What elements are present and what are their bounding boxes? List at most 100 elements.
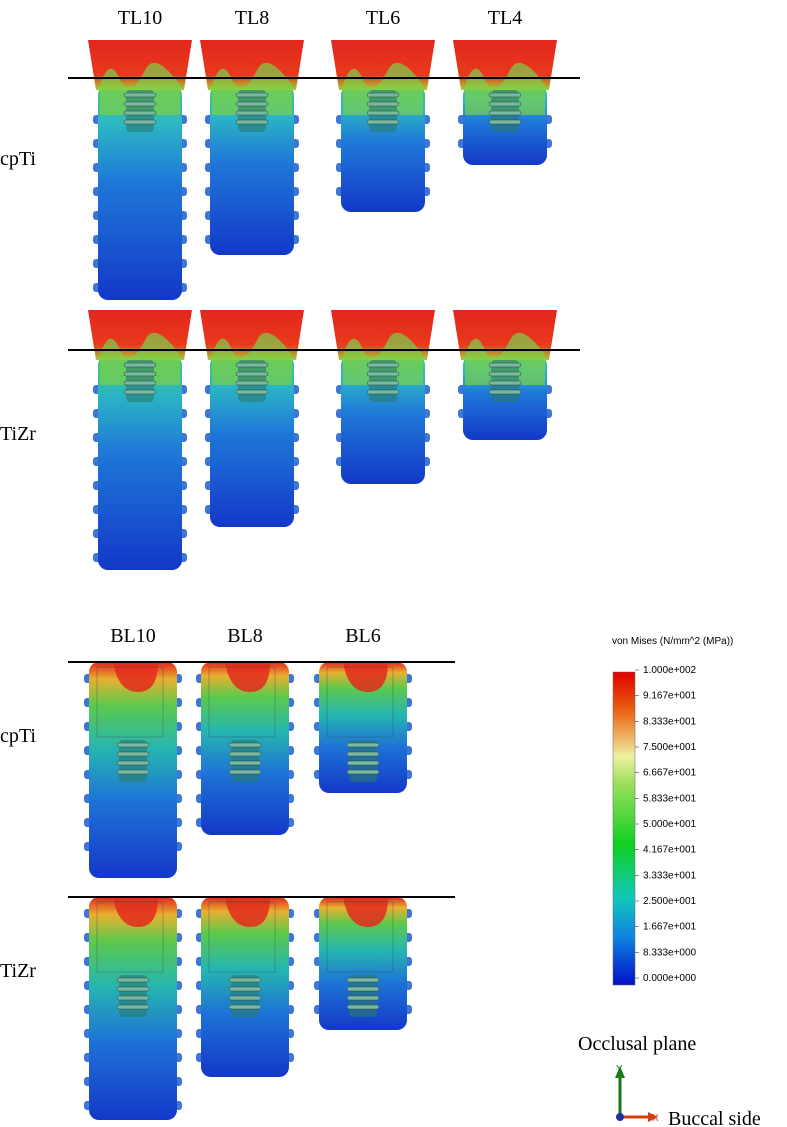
- screw-thread: [235, 362, 269, 368]
- screw-thread: [123, 92, 157, 98]
- screw-thread: [123, 101, 157, 107]
- implant-body: [341, 355, 425, 484]
- colorbar-label: 3.333e+001: [643, 870, 697, 881]
- column-label: BL6: [345, 625, 381, 647]
- stress-region: [113, 662, 158, 692]
- colorbar-label: 0.000e+000: [643, 973, 697, 984]
- screw-thread: [235, 371, 269, 377]
- colorbar-label: 5.833e+001: [643, 793, 697, 804]
- screw-thread: [488, 92, 522, 98]
- screw-thread: [228, 977, 262, 983]
- screw-thread: [116, 742, 150, 748]
- axis-origin: [616, 1113, 624, 1121]
- y-axis-label: Y: [616, 1064, 623, 1075]
- x-arrowhead: [648, 1112, 658, 1122]
- screw-thread: [366, 371, 400, 377]
- implant: [200, 40, 304, 255]
- screw-thread: [228, 995, 262, 1001]
- implant: [331, 310, 435, 484]
- implant: [314, 897, 412, 1030]
- colorbar-label: 6.667e+001: [643, 768, 697, 779]
- implant: [314, 662, 412, 793]
- stress-region: [343, 62, 423, 115]
- screw-thread: [346, 977, 380, 983]
- colorbar-label: 2.500e+001: [643, 896, 697, 907]
- screw-thread: [123, 119, 157, 125]
- screw-thread: [123, 389, 157, 395]
- screw-thread: [235, 92, 269, 98]
- implant: [200, 310, 304, 527]
- screw-thread: [116, 995, 150, 1001]
- screw-thread: [366, 119, 400, 125]
- implant: [88, 310, 192, 570]
- colorbar-label: 8.333e+000: [643, 947, 697, 958]
- screw-thread: [488, 380, 522, 386]
- abutment-outline: [326, 901, 394, 973]
- stress-region: [225, 897, 270, 927]
- screw-thread: [366, 110, 400, 116]
- screw-thread: [488, 371, 522, 377]
- screw-thread: [346, 769, 380, 775]
- screw-thread: [346, 986, 380, 992]
- row-label: TiZr: [0, 960, 36, 982]
- colorbar: [612, 671, 636, 986]
- column-label: BL8: [227, 625, 263, 647]
- screw-thread: [228, 986, 262, 992]
- implant-body: [98, 355, 182, 570]
- screw-thread: [116, 751, 150, 757]
- column-label: BL10: [110, 625, 156, 647]
- colorbar-label: 8.333e+001: [643, 716, 697, 727]
- screw-thread: [123, 371, 157, 377]
- abutment-outline: [208, 901, 276, 973]
- row-label: TiZr: [0, 423, 36, 445]
- abutment-outline: [96, 901, 164, 973]
- abutment-outline: [326, 666, 394, 738]
- screw-thread: [228, 742, 262, 748]
- screw-thread: [488, 119, 522, 125]
- implant: [453, 40, 557, 165]
- screw-thread: [488, 110, 522, 116]
- screw-thread: [346, 1004, 380, 1010]
- screw-thread: [488, 362, 522, 368]
- screw-thread: [346, 760, 380, 766]
- y-arrowhead: [615, 1066, 625, 1078]
- stress-region: [343, 897, 388, 927]
- abutment-outline: [96, 666, 164, 738]
- column-label: TL6: [366, 7, 400, 29]
- screw-thread: [116, 760, 150, 766]
- colorbar-label: 9.167e+001: [643, 691, 697, 702]
- implant-body: [341, 85, 425, 212]
- screw-thread: [228, 1004, 262, 1010]
- screw-thread: [366, 101, 400, 107]
- screw-thread: [123, 380, 157, 386]
- stress-region: [225, 662, 270, 692]
- implant: [84, 897, 182, 1120]
- implant-body: [210, 355, 294, 527]
- column-label: TL4: [488, 7, 522, 29]
- screw-thread: [235, 119, 269, 125]
- implant: [196, 897, 294, 1077]
- screw-thread: [116, 977, 150, 983]
- colorbar-label: 1.667e+001: [643, 922, 697, 933]
- screw-thread: [123, 362, 157, 368]
- screw-thread: [366, 362, 400, 368]
- row-label: cpTi: [0, 148, 36, 170]
- screw-thread: [488, 101, 522, 107]
- screw-thread: [366, 92, 400, 98]
- stress-region: [212, 332, 292, 385]
- stress-region: [100, 332, 180, 385]
- abutment-outline: [208, 666, 276, 738]
- occlusal-plane-label: Occlusal plane: [578, 1033, 696, 1055]
- colorbar-label: 4.167e+001: [643, 845, 697, 856]
- screw-thread: [346, 995, 380, 1001]
- colorbar-label: 5.000e+001: [643, 819, 697, 830]
- screw-thread: [228, 769, 262, 775]
- colorbar-title: von Mises (N/mm^2 (MPa)): [612, 636, 733, 647]
- stress-region: [113, 897, 158, 927]
- colorbar-label: 7.500e+001: [643, 742, 697, 753]
- screw-thread: [235, 389, 269, 395]
- screw-thread: [235, 380, 269, 386]
- implant: [84, 662, 182, 878]
- implant: [331, 40, 435, 212]
